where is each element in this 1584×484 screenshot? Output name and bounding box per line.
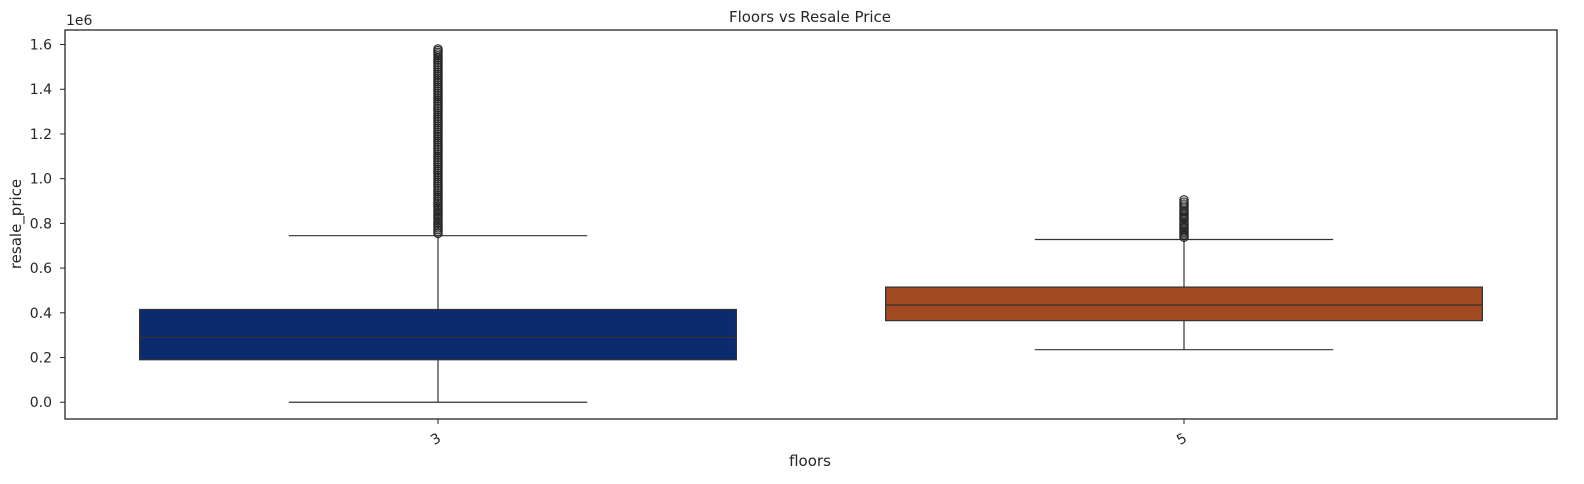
iqr-box (139, 308, 737, 361)
box-group-3 (139, 44, 737, 403)
y-tick-label: 0.0 (30, 395, 52, 411)
outlier-point (433, 44, 443, 54)
y-tick-label: 1.0 (30, 172, 52, 188)
y-tick-label: 0.6 (30, 261, 52, 277)
y-tick-label: 0.2 (30, 351, 52, 367)
x-tick-label: 3 (428, 430, 444, 448)
chart-title: Floors vs Resale Price (729, 8, 891, 26)
x-tick-label: 5 (1174, 430, 1190, 448)
plot-frame (64, 29, 1558, 420)
y-tick-label: 0.4 (30, 306, 52, 322)
y-tick-label: 1.6 (30, 38, 52, 54)
iqr-box (884, 286, 1483, 322)
outlier-point (1179, 195, 1189, 205)
y-axis-title: resale_price (7, 179, 26, 269)
y-tick-label: 1.4 (30, 82, 52, 98)
outlier-point (1179, 197, 1189, 207)
y-offset-label: 1e6 (66, 13, 93, 29)
x-axis-title: floors (789, 452, 831, 470)
plot-area (139, 44, 1483, 403)
y-axis: 0.0 0.2 0.4 0.6 0.8 1.0 1.2 1.4 1.6 (30, 38, 65, 411)
y-tick-label: 1.2 (30, 127, 52, 143)
y-tick-label: 0.8 (30, 216, 52, 232)
box-group-5 (884, 195, 1483, 351)
